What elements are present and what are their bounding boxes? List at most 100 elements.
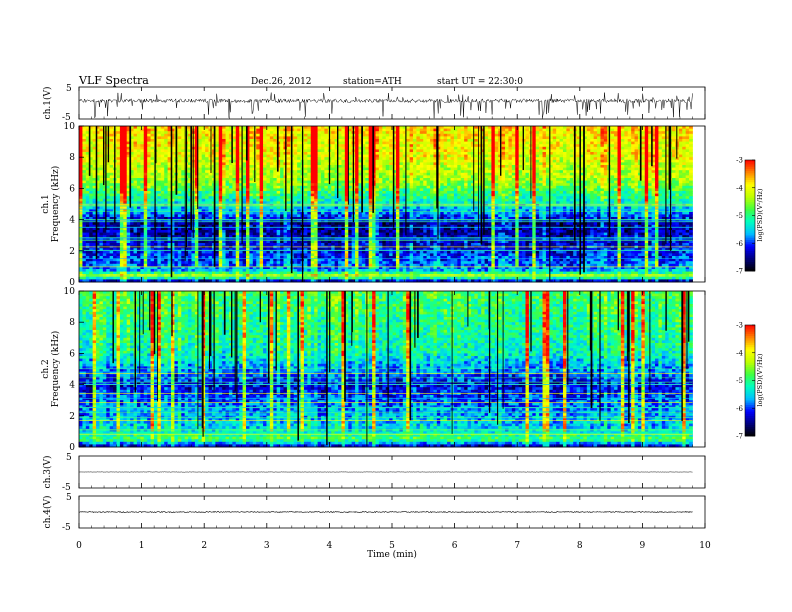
- spectrogram-cell: [522, 154, 526, 158]
- spectrogram-cell: [406, 180, 410, 184]
- spectrogram-cell: [246, 193, 250, 197]
- spectrogram-cell: [532, 152, 537, 155]
- spectrogram-cell: [508, 139, 513, 142]
- spectrogram-cell: [205, 193, 209, 197]
- spectrogram-cell: [181, 146, 186, 150]
- spectrogram-cell: [433, 167, 438, 171]
- spectrogram-cell: [423, 180, 428, 184]
- spectrogram-cell: [569, 157, 574, 161]
- spectrogram-cell: [198, 154, 203, 158]
- spectrogram-cell: [297, 185, 301, 189]
- spectrogram-cell: [675, 175, 680, 179]
- spectrogram-cell: [654, 152, 659, 155]
- spectrogram-cell: [82, 159, 87, 163]
- spectrogram-cell: [501, 172, 506, 176]
- spectrogram-cell: [89, 183, 94, 187]
- spectrogram-cell: [450, 157, 455, 161]
- spectrogram-cell: [256, 175, 261, 179]
- spectrogram-cell: [157, 162, 162, 166]
- spectrogram-cell: [126, 178, 131, 181]
- spectrogram-cell: [314, 162, 318, 166]
- spectrogram-cell: [416, 131, 421, 135]
- spectrogram-cell: [631, 149, 635, 153]
- spectrogram-cell: [228, 159, 233, 163]
- spectrogram-cell: [334, 128, 339, 132]
- spectrogram-cell: [511, 180, 516, 184]
- spectrogram-cell: [365, 167, 370, 171]
- spectrogram-cell: [344, 167, 349, 171]
- spectrogram-cell: [614, 126, 618, 129]
- spectrogram-cell: [436, 180, 441, 184]
- spectrogram-cell: [569, 159, 574, 163]
- spectrogram-cell: [447, 193, 451, 197]
- spectrogram-cell: [631, 170, 635, 174]
- spectrogram-cell: [218, 139, 223, 142]
- spectrogram-cell: [331, 162, 336, 166]
- spectrogram-cell: [106, 180, 111, 184]
- spectrogram-cell: [338, 170, 342, 174]
- spectrogram-cell: [617, 126, 622, 129]
- spectrogram-cell: [505, 149, 509, 153]
- spectrogram-cell: [164, 167, 169, 171]
- spectrogram-cell: [82, 191, 87, 194]
- spectrogram-cell: [177, 128, 182, 132]
- spectrogram-cell: [177, 196, 182, 200]
- spectrogram-cell: [682, 136, 687, 140]
- spectrogram-cell: [82, 144, 87, 148]
- spectrogram-cell: [413, 172, 417, 176]
- spectrogram-cell: [423, 167, 428, 171]
- spectrogram-cell: [314, 159, 318, 163]
- spectrogram-cell: [365, 126, 370, 129]
- spectrogram-cell: [338, 185, 342, 189]
- spectrogram-cell: [218, 126, 223, 129]
- spectrogram-cell: [338, 136, 342, 140]
- spectrogram-cell: [310, 188, 315, 192]
- spectrogram-cell: [413, 144, 417, 148]
- spectrogram-cell: [222, 175, 226, 179]
- spectrogram-cell: [399, 136, 404, 140]
- spectrogram-cell: [375, 170, 380, 174]
- spectrogram-cell: [269, 146, 274, 150]
- spectrogram-cell: [276, 172, 281, 176]
- spectrogram-cell: [133, 133, 138, 137]
- spectrogram-cell: [627, 131, 632, 135]
- spectrogram-cell: [123, 126, 128, 129]
- spectrogram-cell: [665, 131, 670, 135]
- spectrogram-cell: [198, 196, 203, 200]
- spectrogram-cell: [511, 188, 516, 192]
- spectrogram-cell: [511, 191, 516, 194]
- spectrogram-cell: [344, 188, 349, 192]
- spectrogram-cell: [590, 193, 595, 197]
- spectrogram-cell: [675, 144, 680, 148]
- spectrogram-cell: [307, 152, 312, 155]
- spectrogram-cell: [447, 196, 451, 200]
- spectrogram-cell: [307, 144, 312, 148]
- spectrogram-cell: [416, 175, 421, 179]
- spectrogram-cell: [603, 154, 608, 158]
- spectrogram-cell: [310, 175, 315, 179]
- spectrogram-cell: [430, 183, 434, 187]
- spectrogram-cell: [208, 191, 213, 194]
- spectrogram-cell: [413, 183, 417, 187]
- spectrogram-cell: [99, 170, 104, 174]
- spectrogram-cell: [116, 175, 121, 179]
- spectrogram-cell: [324, 157, 329, 161]
- spectrogram-cell: [522, 162, 526, 166]
- spectrogram-cell: [518, 133, 523, 137]
- spectrogram-cell: [392, 191, 397, 194]
- spectrogram-cell: [368, 162, 373, 166]
- spectrogram-cell: [627, 154, 632, 158]
- spectrogram-cell: [228, 144, 233, 148]
- spectrogram-cell: [365, 159, 370, 163]
- spectrogram-cell: [167, 128, 172, 132]
- spectrogram-cell: [539, 146, 543, 150]
- spectrogram-cell: [498, 175, 503, 179]
- spectrogram-cell: [150, 152, 155, 155]
- spectrogram-cell: [556, 167, 560, 171]
- spectrogram-cell: [123, 133, 128, 137]
- spectrogram-cell: [610, 128, 615, 132]
- spectrogram-cell: [307, 136, 312, 140]
- spectrogram-cell: [232, 141, 237, 145]
- spectrogram-cell: [450, 152, 455, 155]
- spectrogram-cell: [672, 152, 676, 155]
